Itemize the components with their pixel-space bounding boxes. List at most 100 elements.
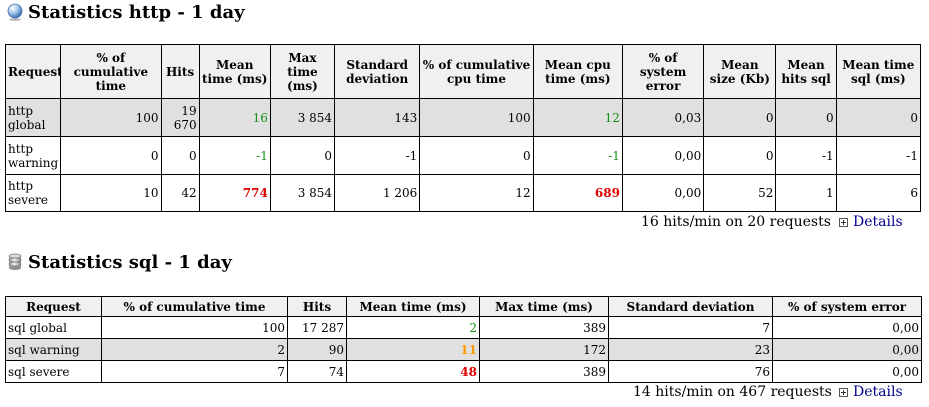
cell-std-dev: -1 — [334, 136, 421, 175]
details-label: Details — [853, 384, 903, 400]
table-header-row: Request % of cumulative time Hits Mean t… — [5, 296, 922, 317]
cell-mean-time: 774 — [198, 174, 271, 212]
table-row: sql warning 2 90 11 172 23 0,00 — [5, 338, 922, 361]
cell-std-dev: 76 — [608, 360, 773, 383]
cell-mean-time: 2 — [346, 316, 480, 339]
http-stats-table: Request % of cumulative time Hits Mean t… — [4, 44, 922, 212]
globe-icon — [6, 3, 24, 21]
column-header[interactable]: Max time (ms) — [269, 44, 336, 99]
cell-max-time: 389 — [479, 316, 609, 339]
cell-mean-time: 16 — [198, 98, 271, 137]
cell-cumulative-time: 2 — [101, 338, 288, 361]
cell-std-dev: 143 — [334, 98, 421, 137]
table-row: http severe 10 42 774 3 854 1 206 12 689… — [4, 174, 922, 212]
cell-cumulative-time: 0 — [60, 136, 162, 175]
expand-plus-icon — [839, 217, 848, 227]
cell-max-time: 0 — [269, 136, 336, 175]
cell-mean-time-sql: -1 — [835, 136, 922, 175]
http-section-title: Statistics http - 1 day — [6, 0, 245, 24]
cell-mean-hits-sql: 1 — [775, 174, 837, 212]
cell-mean-time: -1 — [198, 136, 271, 175]
http-details-link[interactable]: Details — [839, 214, 903, 230]
cell-cumulative-time: 10 — [60, 174, 162, 212]
cell-mean-time-sql: 6 — [835, 174, 922, 212]
column-header[interactable]: Standard deviation — [334, 44, 421, 99]
sql-details-link[interactable]: Details — [839, 384, 903, 400]
column-header[interactable]: Mean time sql (ms) — [835, 44, 922, 99]
cell-max-time: 3 854 — [269, 98, 336, 137]
expand-plus-icon — [839, 387, 848, 397]
column-header[interactable]: % of system error — [621, 44, 705, 99]
cell-hits: 90 — [287, 338, 347, 361]
cell-std-dev: 1 206 — [334, 174, 421, 212]
cell-max-time: 389 — [479, 360, 609, 383]
request-name-link[interactable]: http global — [4, 98, 62, 137]
table-row: sql severe 7 74 48 389 76 0,00 — [5, 360, 922, 383]
cell-mean-size: 0 — [703, 98, 777, 137]
cell-system-error: 0,00 — [621, 174, 705, 212]
cell-mean-hits-sql: 0 — [775, 98, 837, 137]
cell-mean-size: 52 — [703, 174, 777, 212]
column-header[interactable]: Standard deviation — [608, 296, 773, 317]
column-header[interactable]: % of cumulative time — [101, 296, 288, 317]
cell-hits: 0 — [160, 136, 200, 175]
cell-cumulative-time: 100 — [101, 316, 288, 339]
cell-cpu-cumulative: 100 — [419, 98, 534, 137]
column-header[interactable]: % of system error — [772, 296, 922, 317]
cell-mean-time: 11 — [346, 338, 480, 361]
column-header[interactable]: Request — [5, 296, 102, 317]
cell-mean-size: 0 — [703, 136, 777, 175]
cell-system-error: 0,00 — [772, 360, 922, 383]
cell-max-time: 172 — [479, 338, 609, 361]
cell-hits: 42 — [160, 174, 200, 212]
cell-cpu-cumulative: 0 — [419, 136, 534, 175]
sql-summary: 14 hits/min on 467 requests — [633, 384, 832, 400]
cell-hits: 17 287 — [287, 316, 347, 339]
cell-mean-cpu: 12 — [532, 98, 623, 137]
cell-cumulative-time: 7 — [101, 360, 288, 383]
cell-hits: 19 670 — [160, 98, 200, 137]
column-header[interactable]: Hits — [287, 296, 347, 317]
column-header[interactable]: Mean cpu time (ms) — [532, 44, 623, 99]
cell-std-dev: 7 — [608, 316, 773, 339]
http-title-text: Statistics http - 1 day — [28, 1, 245, 23]
request-name-link[interactable]: http severe — [4, 174, 62, 212]
cell-system-error: 0,03 — [621, 98, 705, 137]
table-row: http warning 0 0 -1 0 -1 0 -1 0,00 0 -1 … — [4, 136, 922, 175]
table-header-row: Request % of cumulative time Hits Mean t… — [4, 44, 922, 99]
sql-section-title: Statistics sql - 1 day — [6, 250, 232, 274]
cell-max-time: 3 854 — [269, 174, 336, 212]
cell-cpu-cumulative: 12 — [419, 174, 534, 212]
column-header[interactable]: Hits — [160, 44, 200, 99]
cell-cumulative-time: 100 — [60, 98, 162, 137]
http-summary: 16 hits/min on 20 requests — [641, 214, 831, 230]
cell-system-error: 0,00 — [772, 338, 922, 361]
sql-title-text: Statistics sql - 1 day — [28, 251, 232, 273]
cell-mean-cpu: 689 — [532, 174, 623, 212]
column-header[interactable]: % of cumulative time — [60, 44, 162, 99]
cell-mean-cpu: -1 — [532, 136, 623, 175]
table-row: http global 100 19 670 16 3 854 143 100 … — [4, 98, 922, 137]
request-name-link[interactable]: sql global — [5, 316, 102, 339]
column-header[interactable]: Request — [4, 44, 62, 99]
column-header[interactable]: Mean size (Kb) — [703, 44, 777, 99]
cell-mean-hits-sql: -1 — [775, 136, 837, 175]
cell-std-dev: 23 — [608, 338, 773, 361]
column-header[interactable]: Mean time (ms) — [198, 44, 271, 99]
request-name-link[interactable]: http warning — [4, 136, 62, 175]
column-header[interactable]: Mean hits sql — [775, 44, 837, 99]
cell-mean-time-sql: 0 — [835, 98, 922, 137]
cell-system-error: 0,00 — [621, 136, 705, 175]
request-name-link[interactable]: sql warning — [5, 338, 102, 361]
sql-stats-table: Request % of cumulative time Hits Mean t… — [5, 296, 922, 383]
details-label: Details — [853, 214, 903, 230]
cell-hits: 74 — [287, 360, 347, 383]
column-header[interactable]: % of cumulative cpu time — [419, 44, 534, 99]
database-icon — [6, 253, 24, 271]
request-name-link[interactable]: sql severe — [5, 360, 102, 383]
cell-mean-time: 48 — [346, 360, 480, 383]
table-row: sql global 100 17 287 2 389 7 0,00 — [5, 316, 922, 339]
column-header[interactable]: Mean time (ms) — [346, 296, 480, 317]
column-header[interactable]: Max time (ms) — [479, 296, 609, 317]
cell-system-error: 0,00 — [772, 316, 922, 339]
